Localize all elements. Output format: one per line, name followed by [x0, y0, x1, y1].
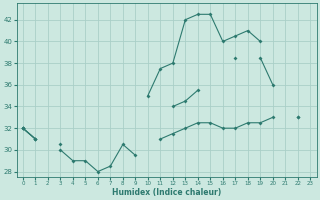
X-axis label: Humidex (Indice chaleur): Humidex (Indice chaleur) [112, 188, 221, 197]
